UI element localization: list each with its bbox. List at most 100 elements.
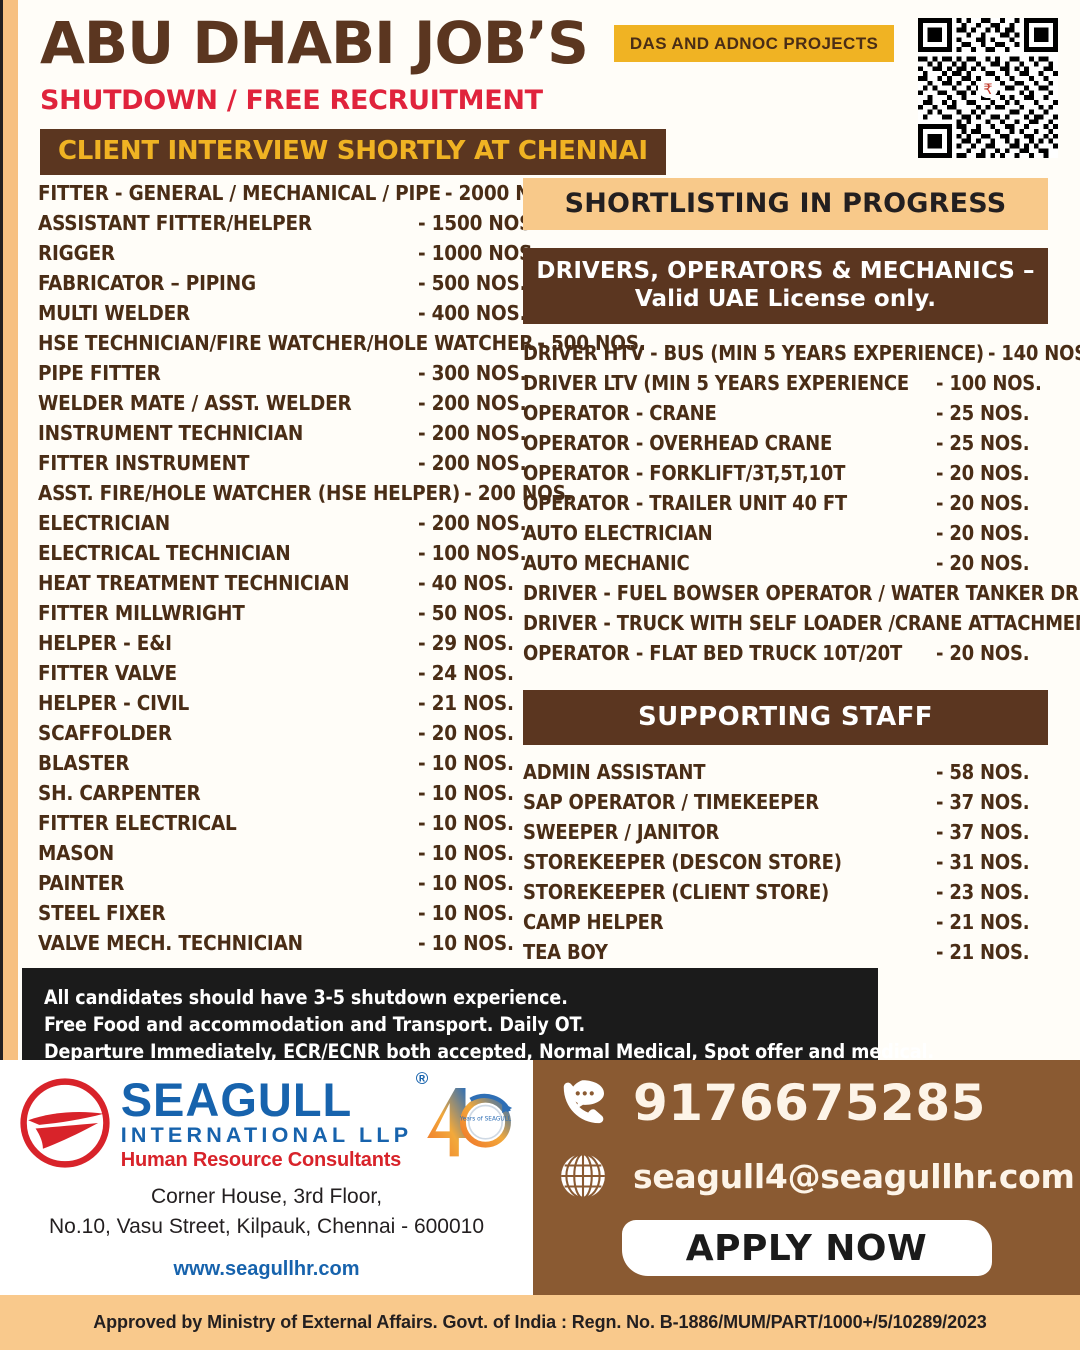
job-vacancy-count: - 37 NOS. — [936, 790, 1030, 815]
email-contact-row[interactable]: seagull4@seagullhr.com — [533, 1132, 1080, 1204]
note-line-1: All candidates should have 3-5 shutdown … — [44, 986, 568, 1009]
job-title: HELPER - CIVIL — [38, 691, 190, 715]
job-title: VALVE MECH. TECHNICIAN — [38, 931, 303, 955]
table-row: WELDER MATE / ASST. WELDER - 200 NOS. — [38, 388, 538, 418]
apply-now-button[interactable]: APPLY NOW — [621, 1220, 992, 1276]
job-vacancy-count: - 37 NOS. — [936, 820, 1030, 845]
job-vacancy-count: - 200 NOS. — [418, 391, 527, 415]
job-title: STEEL FIXER — [38, 901, 166, 925]
table-row: STOREKEEPER (DESCON STORE) - 31 NOS. — [523, 847, 1048, 877]
title-row: ABU DHABI JOB’S DAS AND ADNOC PROJECTS — [40, 13, 1040, 73]
job-title: OPERATOR - FORKLIFT/3T,5T,10T — [523, 461, 846, 486]
job-vacancy-count: - 10 NOS. — [418, 841, 514, 865]
table-row: STOREKEEPER (CLIENT STORE) - 23 NOS. — [523, 877, 1048, 907]
job-vacancy-count: - 140 NOS. — [987, 341, 1080, 366]
job-vacancy-count: - 500 NOS. — [418, 271, 527, 295]
job-title: MULTI WELDER — [38, 301, 190, 325]
company-footer-panel: SEAGULL ® INTERNATIONAL LLP Human Resourc… — [0, 1060, 533, 1295]
anniversary-40-years-icon: Years of SEAGULL — [427, 1087, 513, 1157]
job-title: HEAT TREATMENT TECHNICIAN — [38, 571, 350, 595]
table-row: PIPE FITTER - 300 NOS. — [38, 358, 538, 388]
job-title: FITTER INSTRUMENT — [38, 451, 250, 475]
job-title: SCAFFOLDER — [38, 721, 172, 745]
job-vacancy-count: - 24 NOS. — [418, 661, 514, 685]
company-name-text: SEAGULL — [120, 1073, 353, 1126]
job-title: ASSISTANT FITTER/HELPER — [38, 211, 312, 235]
job-title: ELECTRICAL TECHNICIAN — [38, 541, 291, 565]
registered-trademark-icon: ® — [415, 1069, 430, 1088]
phone-contact-row[interactable]: 9176675285 — [533, 1060, 1080, 1132]
table-row: HELPER - E&I - 29 NOS. — [38, 628, 538, 658]
table-row: FITTER VALVE - 24 NOS. — [38, 658, 538, 688]
job-vacancy-count: - 200 NOS. — [418, 511, 527, 535]
table-row: SWEEPER / JANITOR - 37 NOS. — [523, 817, 1048, 847]
qr-code[interactable]: ₹ — [918, 18, 1058, 158]
government-approval-bar: Approved by Ministry of External Affairs… — [0, 1295, 1080, 1350]
address-line-2: No.10, Vasu Street, Kilpauk, Chennai - 6… — [48, 1214, 485, 1238]
shortlisting-banner: SHORTLISTING IN PROGRESS — [523, 178, 1048, 230]
job-title: FABRICATOR – PIPING — [38, 271, 256, 295]
table-row: INSTRUMENT TECHNICIAN - 200 NOS. — [38, 418, 538, 448]
table-row: AUTO MECHANIC - 20 NOS. — [523, 548, 1048, 578]
job-title: MASON — [38, 841, 115, 865]
table-row: RIGGER - 1000 NOS. — [38, 238, 540, 268]
projects-badge: DAS AND ADNOC PROJECTS — [613, 25, 895, 63]
supporting-staff-list: ADMIN ASSISTANT - 58 NOS. SAP OPERATOR / T… — [523, 757, 1048, 967]
table-row: OPERATOR - FORKLIFT/3T,5T,10T - 20 NOS. — [523, 458, 1048, 488]
job-vacancy-count: - 100 NOS. — [936, 371, 1042, 396]
job-vacancy-count: - 400 NOS. — [418, 301, 527, 325]
job-title: FITTER - GENERAL / MECHANICAL / PIPE — [38, 181, 441, 205]
job-vacancy-count: - 10 NOS. — [418, 931, 514, 955]
job-title: OPERATOR - FLAT BED TRUCK 10T/20T — [523, 641, 903, 666]
table-row: FITTER ELECTRICAL - 10 NOS. — [38, 808, 538, 838]
left-job-column: FITTER - GENERAL / MECHANICAL / PIPE - 20… — [38, 178, 646, 958]
globe-icon — [561, 1153, 605, 1199]
table-row: HEAT TREATMENT TECHNICIAN - 40 NOS. — [38, 568, 538, 598]
company-tagline: Human Resource Consultants — [120, 1148, 402, 1171]
phone-number: 9176675285 — [633, 1074, 986, 1132]
job-vacancy-count: - 200 NOS. — [464, 481, 573, 505]
job-vacancy-count: - 20 NOS. — [936, 641, 1030, 666]
table-row: TEA BOY - 21 NOS. — [523, 937, 1048, 967]
table-row: OPERATOR - CRANE - 25 NOS. — [523, 398, 1048, 428]
company-address: Corner House, 3rd Floor, No.10, Vasu Str… — [0, 1182, 533, 1242]
table-row: FITTER - GENERAL / MECHANICAL / PIPE - 20… — [38, 178, 566, 208]
drivers-job-list: DRIVER HTV - BUS (MIN 5 YEARS EXPERIENCE… — [523, 338, 1080, 668]
table-row: HSE TECHNICIAN/FIRE WATCHER/HOLE WATCHER… — [38, 328, 646, 358]
job-vacancy-count: - 40 NOS. — [418, 571, 514, 595]
table-row: ADMIN ASSISTANT - 58 NOS. — [523, 757, 1048, 787]
table-row: OPERATOR - TRAILER UNIT 40 FT - 20 NOS. — [523, 488, 1048, 518]
drivers-banner-line1: DRIVERS, OPERATORS & MECHANICS – — [536, 258, 1035, 284]
job-vacancy-count: - 1000 NOS. — [418, 241, 540, 265]
note-line-2: Free Food and accommodation and Transpor… — [44, 1013, 586, 1036]
job-title: SAP OPERATOR / TIMEKEEPER — [523, 790, 819, 815]
job-title: OPERATOR - OVERHEAD CRANE — [523, 431, 833, 456]
company-website-link[interactable]: www.seagullhr.com — [173, 1257, 360, 1280]
job-vacancy-count: - 29 NOS. — [418, 631, 514, 655]
note-line-3: Departure Immediately, ECR/ECNR both acc… — [44, 1040, 934, 1063]
table-row: MASON - 10 NOS. — [38, 838, 538, 868]
left-job-list: FITTER - GENERAL / MECHANICAL / PIPE - 20… — [38, 178, 646, 958]
job-title: ELECTRICIAN — [38, 511, 171, 535]
poster-header: ABU DHABI JOB’S DAS AND ADNOC PROJECTS S… — [40, 13, 1040, 176]
company-name: SEAGULL ® — [120, 1070, 429, 1126]
table-row: FITTER MILLWRIGHT - 50 NOS. — [38, 598, 538, 628]
table-row: ASSISTANT FITTER/HELPER - 1500 NOS. — [38, 208, 540, 238]
job-vacancy-count: - 1500 NOS. — [418, 211, 540, 235]
table-row: ELECTRICIAN - 200 NOS. — [38, 508, 538, 538]
table-row: FABRICATOR – PIPING - 500 NOS. — [38, 268, 538, 298]
anniversary-label: Years of SEAGULL — [459, 1116, 512, 1122]
job-vacancy-count: - 20 NOS. — [936, 521, 1030, 546]
job-vacancy-count: - 58 NOS. — [936, 760, 1030, 785]
job-title: STOREKEEPER (DESCON STORE) — [523, 850, 842, 875]
job-title: DRIVER HTV - BUS (MIN 5 YEARS EXPERIENCE… — [523, 341, 984, 366]
job-vacancy-count: - 300 NOS. — [418, 361, 527, 385]
job-vacancy-count: - 50 NOS. — [418, 601, 514, 625]
table-row: SH. CARPENTER - 10 NOS. — [38, 778, 538, 808]
job-vacancy-count: - 23 NOS. — [936, 880, 1030, 905]
job-title: BLASTER — [38, 751, 130, 775]
contact-footer-panel: 9176675285 seagull4@seagullhr.com APPLY … — [533, 1060, 1080, 1295]
drivers-banner-line2: Valid UAE License only. — [634, 286, 937, 313]
table-row: DRIVER LTV (MIN 5 YEARS EXPERIENCE - 100 … — [523, 368, 1048, 398]
job-vacancy-count: - 10 NOS. — [418, 811, 514, 835]
